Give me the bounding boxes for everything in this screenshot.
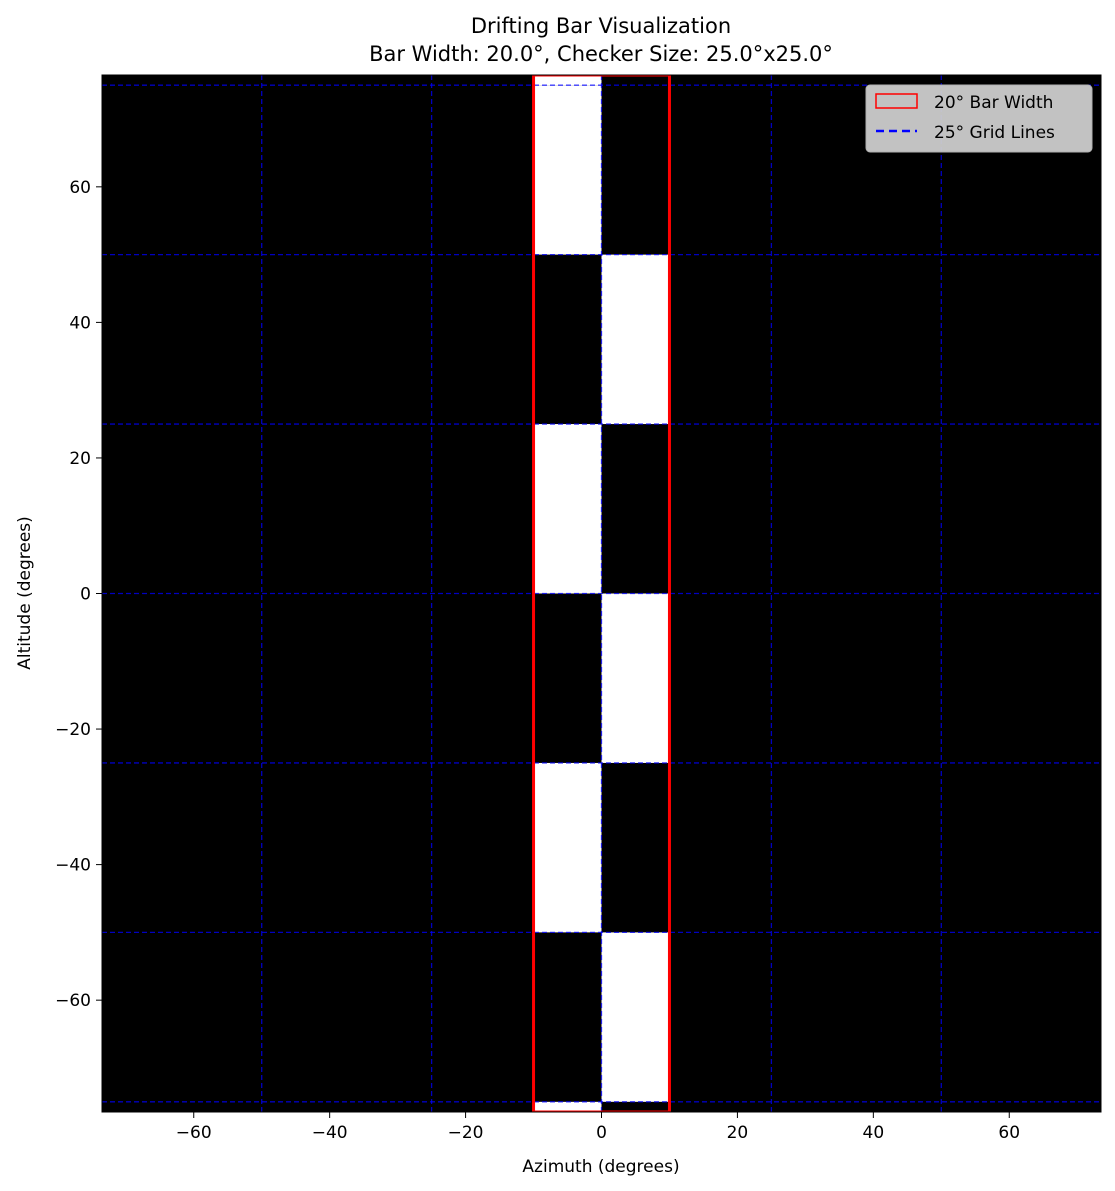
checker-white-cell bbox=[533, 1101, 602, 1112]
checker-white-cell bbox=[601, 593, 670, 763]
plot-area bbox=[101, 74, 1102, 1113]
checker-white-cell bbox=[601, 254, 670, 425]
y-tick-label: −60 bbox=[55, 991, 91, 1011]
x-tick-label: 0 bbox=[596, 1123, 607, 1143]
bar-outline bbox=[532, 75, 671, 1112]
y-tick-label: −20 bbox=[55, 720, 91, 740]
x-tick-label: −60 bbox=[176, 1123, 212, 1143]
y-tick-label: 40 bbox=[69, 313, 91, 333]
y-tick-label: 0 bbox=[80, 585, 91, 605]
legend-bar-label: 20° Bar Width bbox=[934, 93, 1053, 113]
x-tick-label: 20 bbox=[727, 1123, 749, 1143]
plot-content bbox=[102, 75, 1101, 1112]
checker-white-cell bbox=[601, 932, 670, 1102]
x-tick-label: −20 bbox=[448, 1123, 484, 1143]
x-tick-label: 60 bbox=[998, 1123, 1020, 1143]
x-tick-label: 40 bbox=[863, 1123, 885, 1143]
checker-white-cell bbox=[533, 85, 602, 255]
chart-subtitle: Bar Width: 20.0°, Checker Size: 25.0°x25… bbox=[369, 42, 833, 66]
y-axis-ticks: −60 −40 −20 0 20 40 60 bbox=[55, 178, 102, 1011]
chart-title: Drifting Bar Visualization bbox=[471, 14, 731, 38]
y-axis-label: Altitude (degrees) bbox=[15, 516, 35, 670]
legend-grid-label: 25° Grid Lines bbox=[934, 123, 1055, 143]
chart-title-group: Drifting Bar Visualization Bar Width: 20… bbox=[369, 14, 833, 66]
y-tick-label: 60 bbox=[69, 178, 91, 198]
checker-white-cell bbox=[533, 424, 602, 594]
legend: 20° Bar Width 25° Grid Lines bbox=[865, 84, 1093, 153]
legend-frame bbox=[865, 84, 1093, 153]
y-tick-label: −40 bbox=[55, 856, 91, 876]
y-tick-label: 20 bbox=[69, 449, 91, 469]
x-axis-ticks: −60 −40 −20 0 20 40 60 bbox=[176, 1112, 1020, 1143]
checker-white-cell bbox=[533, 75, 602, 86]
x-axis-label: Azimuth (degrees) bbox=[522, 1157, 679, 1177]
x-tick-label: −40 bbox=[312, 1123, 348, 1143]
checker-white-cell bbox=[533, 762, 602, 933]
legend-bar-swatch bbox=[875, 93, 918, 109]
